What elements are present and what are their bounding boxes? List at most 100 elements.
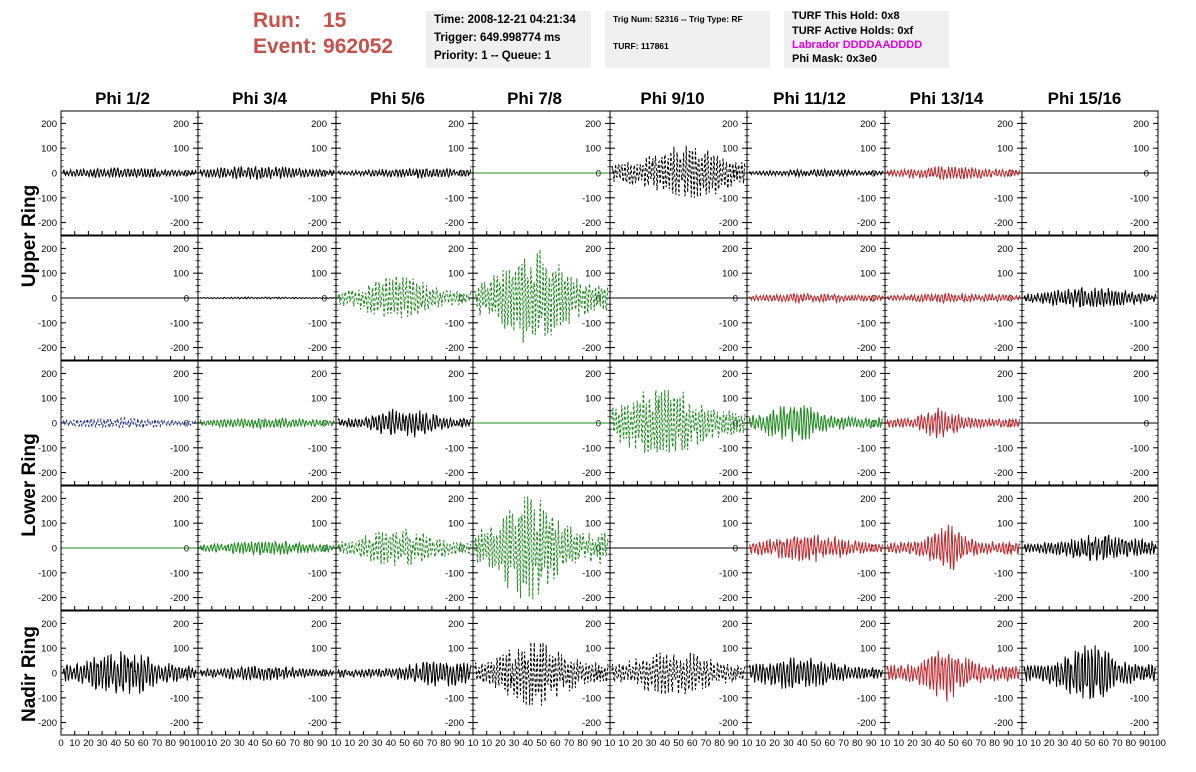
x-tick-label: 90 xyxy=(866,738,877,749)
y-tick-label: -200 xyxy=(445,718,464,729)
turf-info-box: TURF This Hold: 0x8 TURF Active Holds: 0… xyxy=(784,10,949,68)
y-tick-label: -200 xyxy=(719,343,738,354)
x-tick-label: 50 xyxy=(399,738,410,749)
column-label: Phi 11/12 xyxy=(773,89,846,108)
waveform-trace xyxy=(337,275,472,319)
x-tick-label: 50 xyxy=(262,738,273,749)
x-tick-label: 30 xyxy=(97,738,108,749)
x-tick-label: 80 xyxy=(303,738,314,749)
y-tick-label: -200 xyxy=(719,218,738,229)
y-tick-label: -200 xyxy=(38,718,57,729)
x-tick-label: 70 xyxy=(838,738,849,749)
y-tick-label: -100 xyxy=(719,568,738,579)
x-tick-label: 20 xyxy=(220,738,231,749)
y-tick-label: -200 xyxy=(857,343,876,354)
y-tick-label: 200 xyxy=(997,494,1013,505)
y-tick-label: 0 xyxy=(733,169,738,180)
y-tick-label: -100 xyxy=(719,693,738,704)
trig-num-text: Trig Num: 52316 -- Trig Type: RF xyxy=(613,14,743,24)
y-tick-label: -200 xyxy=(857,718,876,729)
y-tick-label: 200 xyxy=(173,494,189,505)
y-tick-label: 100 xyxy=(41,644,57,655)
y-tick-label: 0 xyxy=(52,669,57,680)
labrador-text: Labrador DDDDAADDDD xyxy=(792,39,923,51)
y-tick-label: 200 xyxy=(860,494,876,505)
y-tick-label: 200 xyxy=(311,119,327,130)
y-tick-label: 100 xyxy=(173,644,189,655)
x-tick-label: 20 xyxy=(495,738,506,749)
x-tick-label: 70 xyxy=(152,738,163,749)
waveform-trace xyxy=(748,534,884,563)
y-tick-label: -200 xyxy=(1130,593,1149,604)
x-tick-label: 70 xyxy=(976,738,987,749)
x-tick-label: 30 xyxy=(921,738,932,749)
x-tick-label: 40 xyxy=(248,738,259,749)
y-tick-label: -100 xyxy=(445,693,464,704)
y-tick-label: 200 xyxy=(448,119,464,130)
x-tick-label: 40 xyxy=(1071,738,1082,749)
y-tick-label: -100 xyxy=(38,693,57,704)
x-tick-label: 90 xyxy=(317,738,328,749)
y-tick-label: -200 xyxy=(38,593,57,604)
y-tick-label: -200 xyxy=(308,593,327,604)
x-tick-label: 80 xyxy=(852,738,863,749)
trigger-text: Trigger: 649.998774 ms xyxy=(434,32,561,44)
y-tick-label: 200 xyxy=(585,119,601,130)
y-tick-label: -100 xyxy=(719,193,738,204)
x-tick-label: 70 xyxy=(427,738,438,749)
y-tick-label: -200 xyxy=(445,468,464,479)
x-tick-label: 70 xyxy=(289,738,300,749)
y-tick-label: 200 xyxy=(1133,244,1149,255)
y-tick-label: -100 xyxy=(1130,443,1149,454)
y-tick-label: -200 xyxy=(170,218,189,229)
y-tick-label: 200 xyxy=(1133,619,1149,630)
x-tick-label: 20 xyxy=(907,738,918,749)
y-tick-label: -100 xyxy=(582,443,601,454)
x-tick-label: 80 xyxy=(440,738,451,749)
y-tick-label: 100 xyxy=(1133,144,1149,155)
waveform-trace xyxy=(611,390,746,453)
y-tick-label: 200 xyxy=(860,369,876,380)
waveform-trace xyxy=(886,407,1021,439)
y-tick-label: -100 xyxy=(308,193,327,204)
y-tick-label: 100 xyxy=(173,144,189,155)
x-tick-label: 20 xyxy=(83,738,94,749)
y-tick-label: 100 xyxy=(585,144,601,155)
y-tick-label: -200 xyxy=(1130,343,1149,354)
x-tick-label: 90 xyxy=(179,738,190,749)
y-tick-label: 100 xyxy=(722,269,738,280)
y-tick-label: 200 xyxy=(448,494,464,505)
x-tick-label: 60 xyxy=(1098,738,1109,749)
y-tick-label: -200 xyxy=(994,718,1013,729)
x-tick-label: 50 xyxy=(811,738,822,749)
y-tick-label: -100 xyxy=(857,693,876,704)
y-tick-label: 100 xyxy=(860,394,876,405)
waveform-trace xyxy=(337,408,472,438)
y-tick-label: -100 xyxy=(857,568,876,579)
turf-text: TURF: 117861 xyxy=(613,41,669,51)
column-label: Phi 1/2 xyxy=(95,89,150,108)
y-tick-label: 100 xyxy=(41,269,57,280)
waveform-trace xyxy=(748,292,884,305)
y-tick-label: 0 xyxy=(596,669,601,680)
y-tick-label: -100 xyxy=(582,693,601,704)
y-tick-label: 100 xyxy=(1133,394,1149,405)
y-tick-label: 100 xyxy=(173,519,189,530)
y-tick-label: -200 xyxy=(994,218,1013,229)
time-text: Time: 2008-12-21 04:21:34 xyxy=(434,14,576,26)
y-tick-label: 100 xyxy=(722,644,738,655)
y-tick-label: 200 xyxy=(585,494,601,505)
